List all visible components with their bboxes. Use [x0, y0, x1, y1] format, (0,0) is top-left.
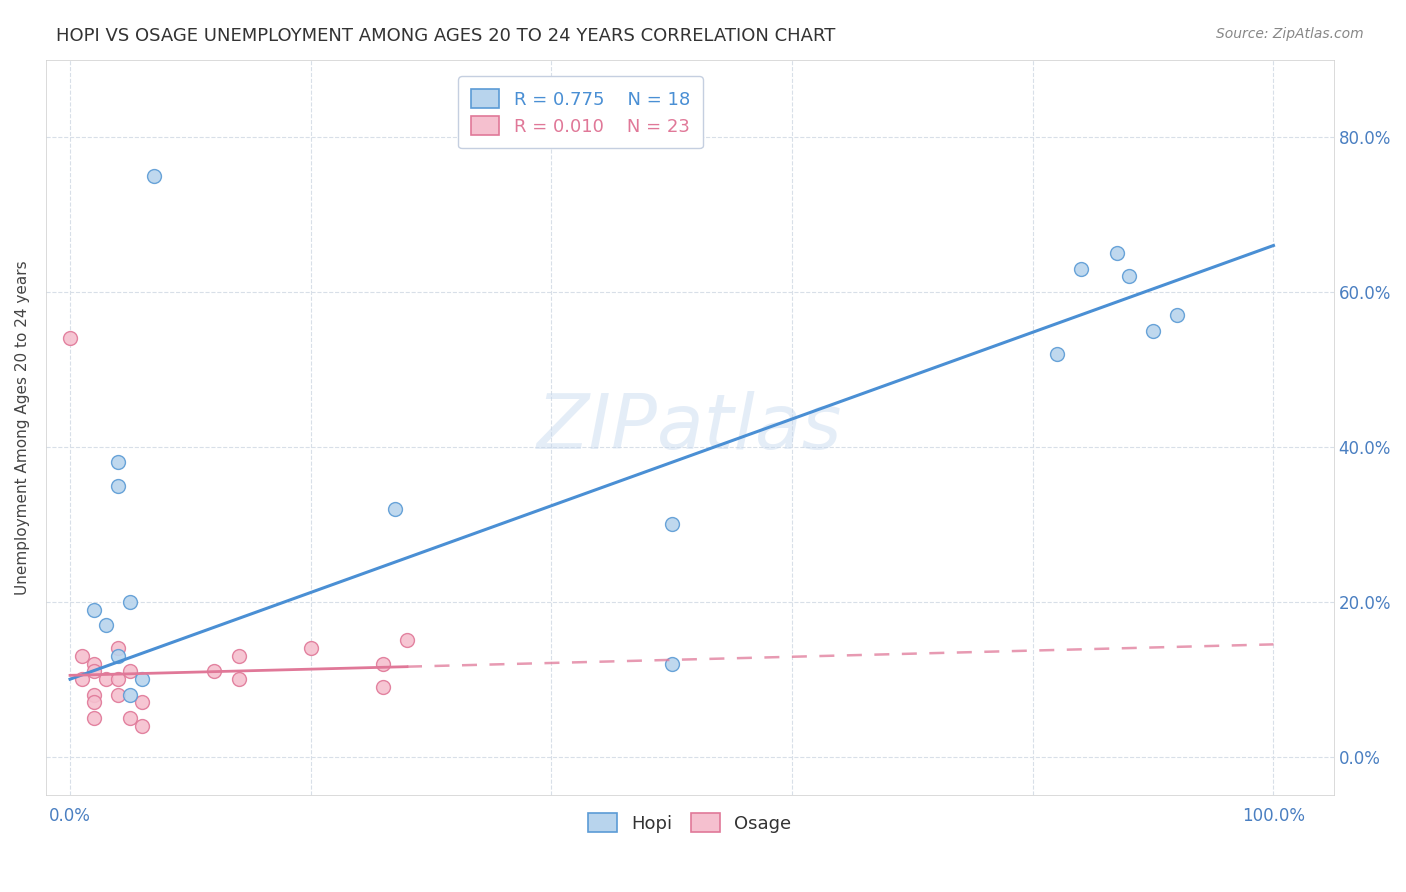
Point — [83, 688, 105, 702]
Point — [94, 672, 117, 686]
Point — [371, 680, 394, 694]
Point — [107, 455, 129, 469]
Point — [395, 633, 418, 648]
Point — [83, 602, 105, 616]
Point — [107, 672, 129, 686]
Point — [661, 657, 683, 671]
Point — [1105, 246, 1128, 260]
Point — [204, 665, 226, 679]
Point — [1046, 347, 1069, 361]
Point — [143, 169, 166, 183]
Point — [120, 595, 142, 609]
Point — [120, 665, 142, 679]
Point — [83, 665, 105, 679]
Point — [228, 672, 250, 686]
Point — [1070, 261, 1092, 276]
Point — [70, 672, 93, 686]
Text: Source: ZipAtlas.com: Source: ZipAtlas.com — [1216, 27, 1364, 41]
Point — [1118, 269, 1140, 284]
Point — [83, 696, 105, 710]
Text: HOPI VS OSAGE UNEMPLOYMENT AMONG AGES 20 TO 24 YEARS CORRELATION CHART: HOPI VS OSAGE UNEMPLOYMENT AMONG AGES 20… — [56, 27, 835, 45]
Point — [70, 648, 93, 663]
Point — [107, 641, 129, 656]
Point — [83, 711, 105, 725]
Point — [299, 641, 322, 656]
Point — [120, 688, 142, 702]
Point — [131, 719, 153, 733]
Point — [107, 478, 129, 492]
Legend: Hopi, Osage: Hopi, Osage — [575, 800, 804, 846]
Point — [107, 648, 129, 663]
Point — [1142, 324, 1164, 338]
Point — [131, 672, 153, 686]
Point — [131, 696, 153, 710]
Point — [94, 618, 117, 632]
Text: ZIPatlas: ZIPatlas — [537, 391, 842, 465]
Point — [107, 688, 129, 702]
Point — [1166, 308, 1188, 322]
Point — [120, 711, 142, 725]
Y-axis label: Unemployment Among Ages 20 to 24 years: Unemployment Among Ages 20 to 24 years — [15, 260, 30, 595]
Point — [83, 657, 105, 671]
Point — [59, 331, 82, 345]
Point — [661, 517, 683, 532]
Point — [384, 501, 406, 516]
Point — [371, 657, 394, 671]
Point — [228, 648, 250, 663]
